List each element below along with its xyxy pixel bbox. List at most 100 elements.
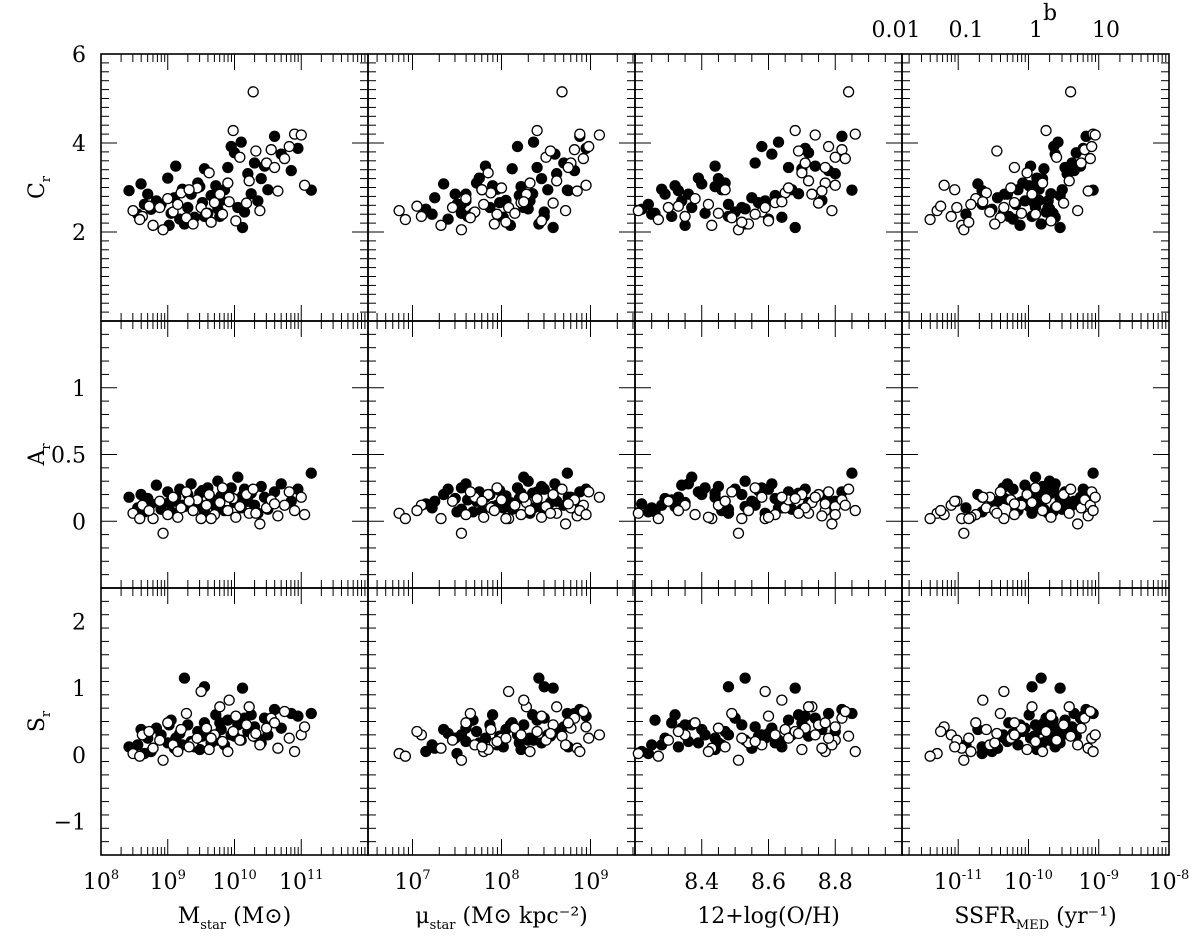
point-open-cr-ssfr-13: [1015, 207, 1028, 219]
point-open-sr-mstar-20: [230, 710, 242, 722]
point-open-ar-mustar-25: [559, 518, 572, 530]
point-open-ar-ssfr-19: [1040, 492, 1052, 505]
point-filled-cr-ssfr-29: [1052, 136, 1064, 148]
point-open-ar-mustar-13: [509, 499, 521, 511]
point-filled-sr-mustar-19: [455, 729, 468, 741]
point-open-sr-mstar-29: [278, 705, 291, 718]
point-open-sr-mustar-33: [580, 721, 592, 733]
point-open-cr-ssfr-26: [1075, 157, 1087, 169]
point-open-sr-ssfr-35: [934, 725, 947, 738]
x-tick-label-ssfr: 10-8: [1149, 868, 1190, 895]
point-filled-ar-oh-41: [846, 467, 858, 479]
point-open-ar-mstar-25: [254, 518, 266, 530]
point-open-cr-oh-32: [809, 129, 821, 141]
point-filled-cr-oh-22: [739, 203, 751, 215]
point-filled-sr-oh-39: [822, 707, 835, 720]
point-open-sr-oh-29: [839, 705, 851, 718]
point-open-cr-mstar-14: [203, 167, 215, 179]
point-filled-cr-mstar-39: [285, 164, 297, 177]
point-open-cr-mstar-0: [127, 204, 139, 217]
y-tick-label-ar: 0: [72, 510, 86, 535]
point-open-sr-oh-36: [719, 741, 731, 753]
point-filled-ar-ssfr-39: [1068, 495, 1080, 507]
point-open-ar-mustar-30: [583, 486, 595, 498]
point-open-ar-mstar-3: [154, 495, 166, 507]
point-open-ar-mstar-6: [167, 491, 179, 503]
point-open-sr-oh-34: [652, 750, 665, 762]
point-filled-ar-oh-38: [766, 478, 778, 490]
point-open-cr-mustar-37: [500, 216, 512, 228]
panel-frame-sr-mustar: [367, 587, 636, 856]
point-filled-sr-oh-42: [739, 672, 751, 684]
point-open-sr-oh-3: [662, 734, 675, 746]
point-open-cr-ssfr-6: [984, 206, 996, 218]
point-open-cr-ssfr-40: [1008, 161, 1021, 174]
point-open-cr-oh-23: [802, 175, 815, 187]
point-filled-sr-oh-43: [722, 681, 735, 693]
point-open-sr-ssfr-8: [980, 723, 992, 736]
x-tick-label-mustar: 109: [572, 868, 608, 895]
point-open-ar-ssfr-18: [1036, 504, 1049, 517]
point-open-ar-oh-28: [816, 510, 828, 522]
point-open-ar-oh-38: [776, 491, 788, 503]
point-filled-cr-ssfr-18: [1038, 163, 1050, 175]
point-open-sr-mustar-20: [535, 710, 548, 722]
point-filled-cr-mstar-33: [248, 157, 261, 169]
point-open-sr-mstar-30: [283, 732, 295, 744]
point-filled-cr-mstar-0: [123, 184, 135, 197]
point-open-cr-mstar-22: [240, 197, 253, 209]
point-open-sr-mstar-2: [147, 742, 159, 754]
top-axis: 0.01 0.1 1 10 b: [872, 1, 1120, 43]
point-open-sr-mustar-23: [551, 701, 563, 713]
point-open-ar-mustar-11: [495, 494, 508, 506]
point-open-sr-oh-39: [792, 727, 805, 740]
point-filled-ar-oh-28: [686, 471, 698, 483]
point-open-cr-ssfr-19: [1040, 124, 1052, 137]
point-open-sr-ssfr-40: [1008, 717, 1021, 729]
point-open-cr-oh-30: [822, 140, 835, 153]
x-tick-label-mstar: 108: [83, 868, 119, 895]
point-open-ar-ssfr-34: [924, 512, 936, 525]
point-open-cr-mustar-10: [488, 218, 501, 230]
point-open-sr-ssfr-17: [1029, 735, 1042, 748]
point-filled-cr-oh-47: [709, 180, 721, 193]
point-filled-sr-oh-40: [799, 710, 811, 722]
x-tick-label-ssfr: 10-10: [1004, 868, 1053, 895]
point-open-cr-mustar-11: [495, 182, 508, 194]
point-open-sr-mustar-15: [515, 729, 527, 741]
point-filled-ar-ssfr-1: [960, 502, 972, 514]
point-open-cr-ssfr-39: [991, 145, 1003, 157]
x-tick-label-mstar: 109: [150, 868, 186, 895]
point-open-cr-ssfr-7: [965, 198, 977, 211]
point-open-cr-ssfr-29: [1084, 152, 1096, 165]
point-filled-sr-mstar-41: [305, 707, 317, 720]
point-filled-ar-mstar-0: [123, 491, 135, 503]
point-filled-cr-oh-10: [709, 160, 721, 172]
point-filled-sr-mustar-44: [547, 682, 559, 694]
point-filled-ar-mustar-28: [518, 471, 530, 483]
point-open-sr-ssfr-10: [989, 737, 1001, 749]
point-open-sr-mustar-37: [500, 732, 512, 744]
point-open-ar-oh-10: [742, 504, 755, 517]
point-filled-ar-mstar-28: [232, 471, 244, 483]
point-open-ar-mstar-39: [250, 507, 262, 519]
point-open-cr-oh-14: [796, 167, 808, 179]
point-filled-cr-ssfr-39: [1068, 164, 1080, 177]
point-open-ar-mstar-32: [295, 491, 307, 503]
point-filled-cr-ssfr-9: [991, 192, 1004, 204]
point-open-cr-ssfr-21: [1050, 151, 1063, 163]
point-open-cr-ssfr-1: [945, 210, 957, 223]
point-open-cr-mstar-2: [147, 219, 159, 231]
point-open-sr-ssfr-9: [994, 707, 1007, 720]
point-filled-ar-mstar-38: [275, 478, 287, 490]
point-open-ar-mstar-29: [278, 499, 291, 511]
point-open-cr-mustar-30: [583, 140, 595, 153]
point-open-cr-mustar-35: [411, 200, 423, 212]
point-open-ar-mstar-5: [162, 508, 174, 521]
x-axis-title-ssfr: SSFRMED (yr⁻¹): [954, 904, 1116, 933]
point-open-cr-mustar-14: [482, 167, 494, 179]
point-open-sr-mstar-7: [172, 745, 184, 758]
point-open-sr-mstar-37: [205, 732, 217, 744]
point-open-sr-mustar-30: [583, 732, 595, 744]
